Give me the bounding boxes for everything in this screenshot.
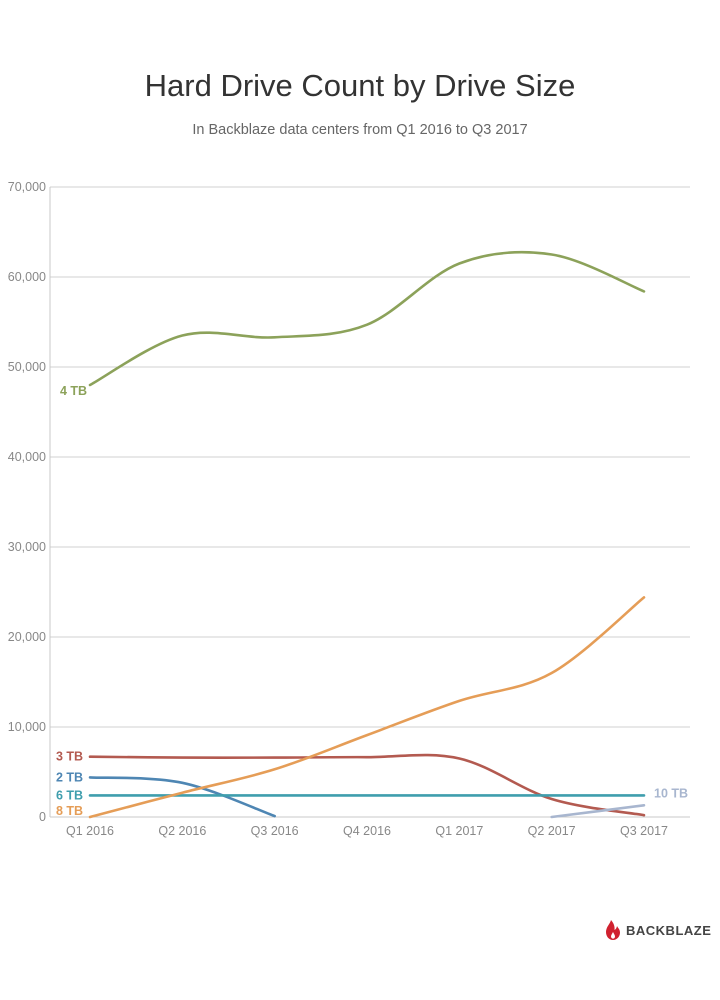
series-line-10tb (550, 804, 646, 819)
series-line-2tb (88, 776, 276, 818)
series-line-8tb (88, 596, 646, 819)
x-tick-label: Q3 2016 (251, 824, 299, 838)
y-tick-label: 30,000 (8, 540, 46, 554)
series-label: 2 TB (56, 770, 83, 784)
x-tick-label: Q2 2016 (158, 824, 206, 838)
brand-name: BACKBLAZE (626, 922, 712, 938)
x-tick-label: Q4 2016 (343, 824, 391, 838)
y-tick-label: 50,000 (8, 360, 46, 374)
x-tick-label: Q2 2017 (528, 824, 576, 838)
chart-title: Hard Drive Count by Drive Size (144, 68, 576, 103)
y-tick-label: 10,000 (8, 720, 46, 734)
y-tick-label: 60,000 (8, 270, 46, 284)
flame-icon (606, 920, 620, 940)
series-label: 6 TB (56, 788, 83, 802)
series-label: 4 TB (60, 384, 87, 398)
series-line-4tb (88, 250, 646, 387)
x-tick-label: Q1 2016 (66, 824, 114, 838)
series-label: 3 TB (56, 750, 83, 764)
series-label: 10 TB (654, 786, 688, 800)
y-tick-label: 0 (39, 810, 46, 824)
y-tick-label: 20,000 (8, 630, 46, 644)
x-tick-label: Q3 2017 (620, 824, 668, 838)
brand-logo: BACKBLAZE (604, 918, 711, 942)
y-tick-label: 40,000 (8, 450, 46, 464)
chart-subtitle: In Backblaze data centers from Q1 2016 t… (192, 122, 528, 138)
series-line-3tb (88, 753, 646, 817)
series-label: 8 TB (56, 804, 83, 818)
x-tick-label: Q1 2017 (435, 824, 483, 838)
y-tick-label: 70,000 (8, 180, 46, 194)
